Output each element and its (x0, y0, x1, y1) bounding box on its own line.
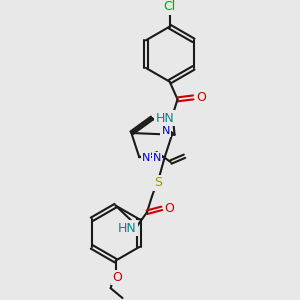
Text: HN: HN (118, 221, 137, 235)
Text: O: O (112, 271, 122, 284)
Text: O: O (196, 91, 206, 104)
Text: N: N (153, 153, 161, 163)
Text: HN: HN (155, 112, 174, 124)
Text: O: O (165, 202, 175, 215)
Text: Cl: Cl (164, 0, 176, 14)
Text: N: N (161, 126, 170, 136)
Text: N: N (142, 153, 150, 163)
Text: S: S (154, 176, 162, 189)
